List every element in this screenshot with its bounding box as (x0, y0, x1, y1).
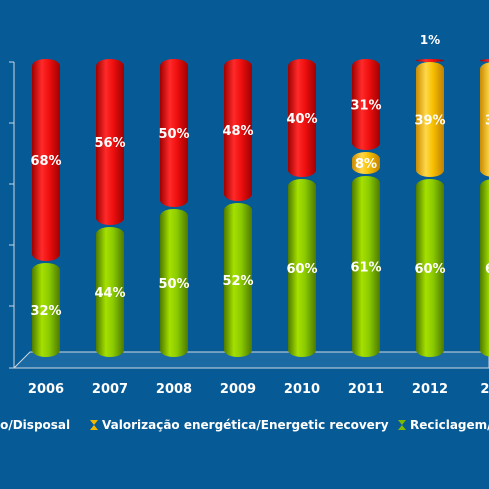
bar-segment (96, 227, 124, 357)
data-label: 50% (158, 277, 189, 292)
bar-segment (160, 59, 188, 207)
bar-segment (480, 62, 489, 177)
data-label: 60 (485, 262, 489, 277)
bar-segment (416, 62, 444, 177)
bar-segment (480, 179, 489, 357)
bar-segment (32, 263, 60, 357)
legend-label: Valorização energética/Energetic recover… (102, 418, 389, 432)
x-tick-label: 2009 (220, 382, 256, 397)
data-label: 60% (286, 262, 317, 277)
x-tick-labels: 2006 2007 2008 2009 2010 2011 2012 201 (28, 382, 489, 397)
bars-group (32, 59, 489, 357)
bar-segment (224, 59, 252, 201)
data-label: 39% (414, 114, 445, 129)
x-tick-label: 201 (480, 382, 489, 397)
data-label: 48% (222, 124, 253, 139)
bar-segment (352, 152, 380, 174)
x-tick-label: 2012 (412, 382, 448, 397)
data-label: 44% (94, 286, 125, 301)
data-label: 1% (420, 33, 440, 47)
bar-segment (416, 179, 444, 357)
bar-segment (288, 59, 316, 177)
bar-segment (352, 176, 380, 357)
x-tick-label: 2006 (28, 382, 64, 397)
bar-segment (32, 59, 60, 261)
data-label: 52% (222, 274, 253, 289)
legend-label: ão/Disposal (0, 418, 70, 432)
data-label: 8% (355, 157, 377, 172)
data-labels-group: 32% 68% 44% 56% 50% 50% 52% 48% 60% 40% 61% 8% 31% 60… (30, 33, 489, 319)
data-label: 60% (414, 262, 445, 277)
data-label: 40% (286, 112, 317, 127)
data-label: 68% (30, 154, 61, 169)
legend-marker (398, 420, 406, 430)
data-label: 32% (30, 304, 61, 319)
legend: ão/Disposal Valorização energética/Energe… (0, 418, 489, 432)
bar-segment (288, 179, 316, 357)
x-tick-label: 2007 (92, 382, 128, 397)
data-label: 50% (158, 127, 189, 142)
bar-segment (416, 59, 444, 62)
data-label: 61% (350, 261, 381, 276)
bar-segment (352, 59, 380, 150)
x-tick-label: 2008 (156, 382, 192, 397)
x-tick-label: 2011 (348, 382, 384, 397)
bar-segment (96, 59, 124, 225)
bar-segment (480, 59, 489, 62)
y-ticks (9, 61, 14, 369)
bar-segment (160, 209, 188, 357)
legend-label: Reciclagem/ (410, 418, 489, 432)
data-label: 56% (94, 136, 125, 151)
legend-marker (90, 420, 98, 430)
bar-segment (224, 203, 252, 357)
chart-floor (12, 351, 489, 369)
x-tick-label: 2010 (284, 382, 320, 397)
data-label: 31% (350, 99, 381, 114)
data-label: 39 (485, 114, 489, 129)
